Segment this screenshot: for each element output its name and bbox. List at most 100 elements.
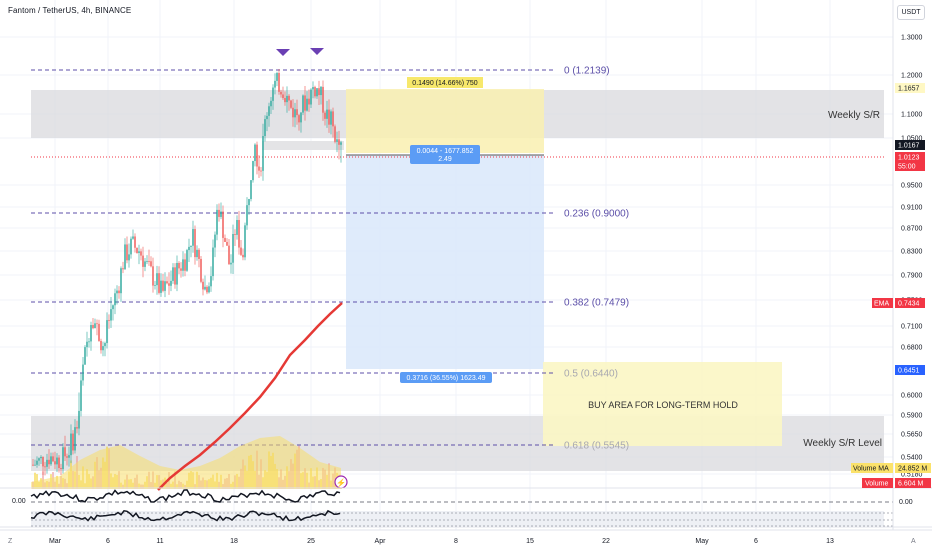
entry-box-line1: 0.0044 - 1677.852 [417, 148, 474, 155]
candle-body [282, 94, 284, 99]
candle-body [214, 234, 216, 248]
candle-body [58, 457, 60, 469]
time-tick-label: 15 [526, 538, 534, 545]
candle-body [326, 109, 328, 119]
auto-scale-icon[interactable]: A [911, 538, 916, 545]
candle-body [312, 87, 314, 90]
time-tick-label: 13 [826, 538, 834, 545]
weekly-sr-level-label: Weekly S/R Level [803, 438, 882, 449]
candle-body [76, 427, 78, 429]
price-label-countdown: 55:00 [898, 164, 916, 171]
candle-body [170, 280, 172, 286]
candle-body [122, 268, 124, 270]
candle-body [184, 259, 186, 271]
entry-box-line2: 2.49 [438, 156, 452, 163]
oscillator-axis-value: 0.00 [899, 499, 913, 506]
candle-body [90, 325, 92, 342]
price-tick-label: 1.1000 [901, 112, 923, 119]
time-tick-label: 6 [754, 538, 758, 545]
candle-body [64, 447, 66, 457]
fib-label: 0.382 (0.7479) [564, 298, 629, 309]
candle-body [42, 456, 44, 467]
candle-body [194, 229, 196, 258]
candle-body [256, 144, 258, 167]
candle-body [252, 161, 254, 181]
candle-body [110, 309, 112, 321]
price-tick-label: 0.8300 [901, 249, 923, 256]
candle-body [322, 86, 324, 113]
time-tick-label: 8 [454, 538, 458, 545]
candle-body [310, 89, 312, 105]
candle-body [320, 86, 322, 96]
candle-body [206, 286, 208, 293]
candle-body [134, 236, 136, 248]
candle-body [88, 341, 90, 343]
candle-body [306, 98, 308, 111]
candle-body [300, 112, 302, 123]
candle-body [222, 211, 224, 238]
candle-body [96, 323, 98, 325]
candle-body [250, 180, 252, 200]
candle-body [104, 343, 106, 347]
top-marker-1 [276, 49, 290, 56]
candle-body [182, 259, 184, 271]
price-tick-label: 0.5400 [901, 455, 923, 462]
time-axis[interactable]: Mar 6 11 18 25 Apr 8 15 22 May 6 13 [49, 538, 834, 545]
candle-body [200, 258, 202, 282]
candle-body [290, 100, 292, 108]
candle-body [32, 464, 34, 466]
candle-body [126, 244, 128, 261]
candle-body [308, 98, 310, 105]
target-box-label: 0.1490 (14.66%) 750 [412, 80, 477, 87]
candle-body [226, 242, 228, 246]
candle-body [160, 280, 162, 293]
candle-body [172, 267, 174, 281]
candle-body [316, 88, 318, 97]
candle-body [94, 323, 96, 329]
candle-body [302, 95, 304, 113]
price-tick-label: 0.5900 [901, 413, 923, 420]
volume-label: Volume [865, 481, 888, 488]
candle-body [158, 273, 160, 293]
candle-body [72, 433, 74, 451]
price-tick-label: 0.6000 [901, 393, 923, 400]
candle-body [176, 262, 178, 285]
candle-body [144, 261, 146, 267]
candle-body [150, 261, 152, 267]
candle-body [286, 95, 288, 103]
stop-box-label: 0.3716 (36.55%) 1623.49 [406, 375, 485, 382]
weekly-sr-label: Weekly S/R [828, 110, 880, 121]
candle-body [190, 245, 192, 247]
candle-body [188, 246, 190, 251]
candle-body [330, 111, 332, 125]
zoom-icon[interactable]: Z [8, 538, 13, 545]
volume-ma-label: Volume MA [853, 466, 889, 473]
candle-body [66, 456, 68, 458]
candle-body [116, 290, 118, 294]
time-tick-label: May [695, 538, 709, 545]
candle-body [216, 209, 218, 235]
fib-label: 0 (1.2139) [564, 66, 610, 77]
candle-body [80, 380, 82, 411]
top-marker-2 [310, 48, 324, 55]
candle-body [130, 238, 132, 255]
ema-tag: EMA [874, 301, 890, 308]
candle-body [248, 199, 250, 206]
candle-body [40, 456, 42, 459]
oscillator-line-2 [30, 509, 341, 522]
candle-body [54, 461, 56, 465]
currency-button[interactable]: USDT [897, 5, 925, 20]
candle-body [142, 255, 144, 267]
candle-body [314, 87, 316, 97]
price-tick-label: 0.5180 [901, 472, 923, 479]
candle-body [288, 95, 290, 101]
candle-body [220, 211, 222, 217]
candle-body [156, 273, 158, 286]
time-tick-label: 25 [307, 538, 315, 545]
price-label-last: 1.0167 [898, 143, 920, 150]
candle-body [82, 364, 84, 381]
candle-body [304, 95, 306, 111]
candle-body [48, 459, 50, 465]
